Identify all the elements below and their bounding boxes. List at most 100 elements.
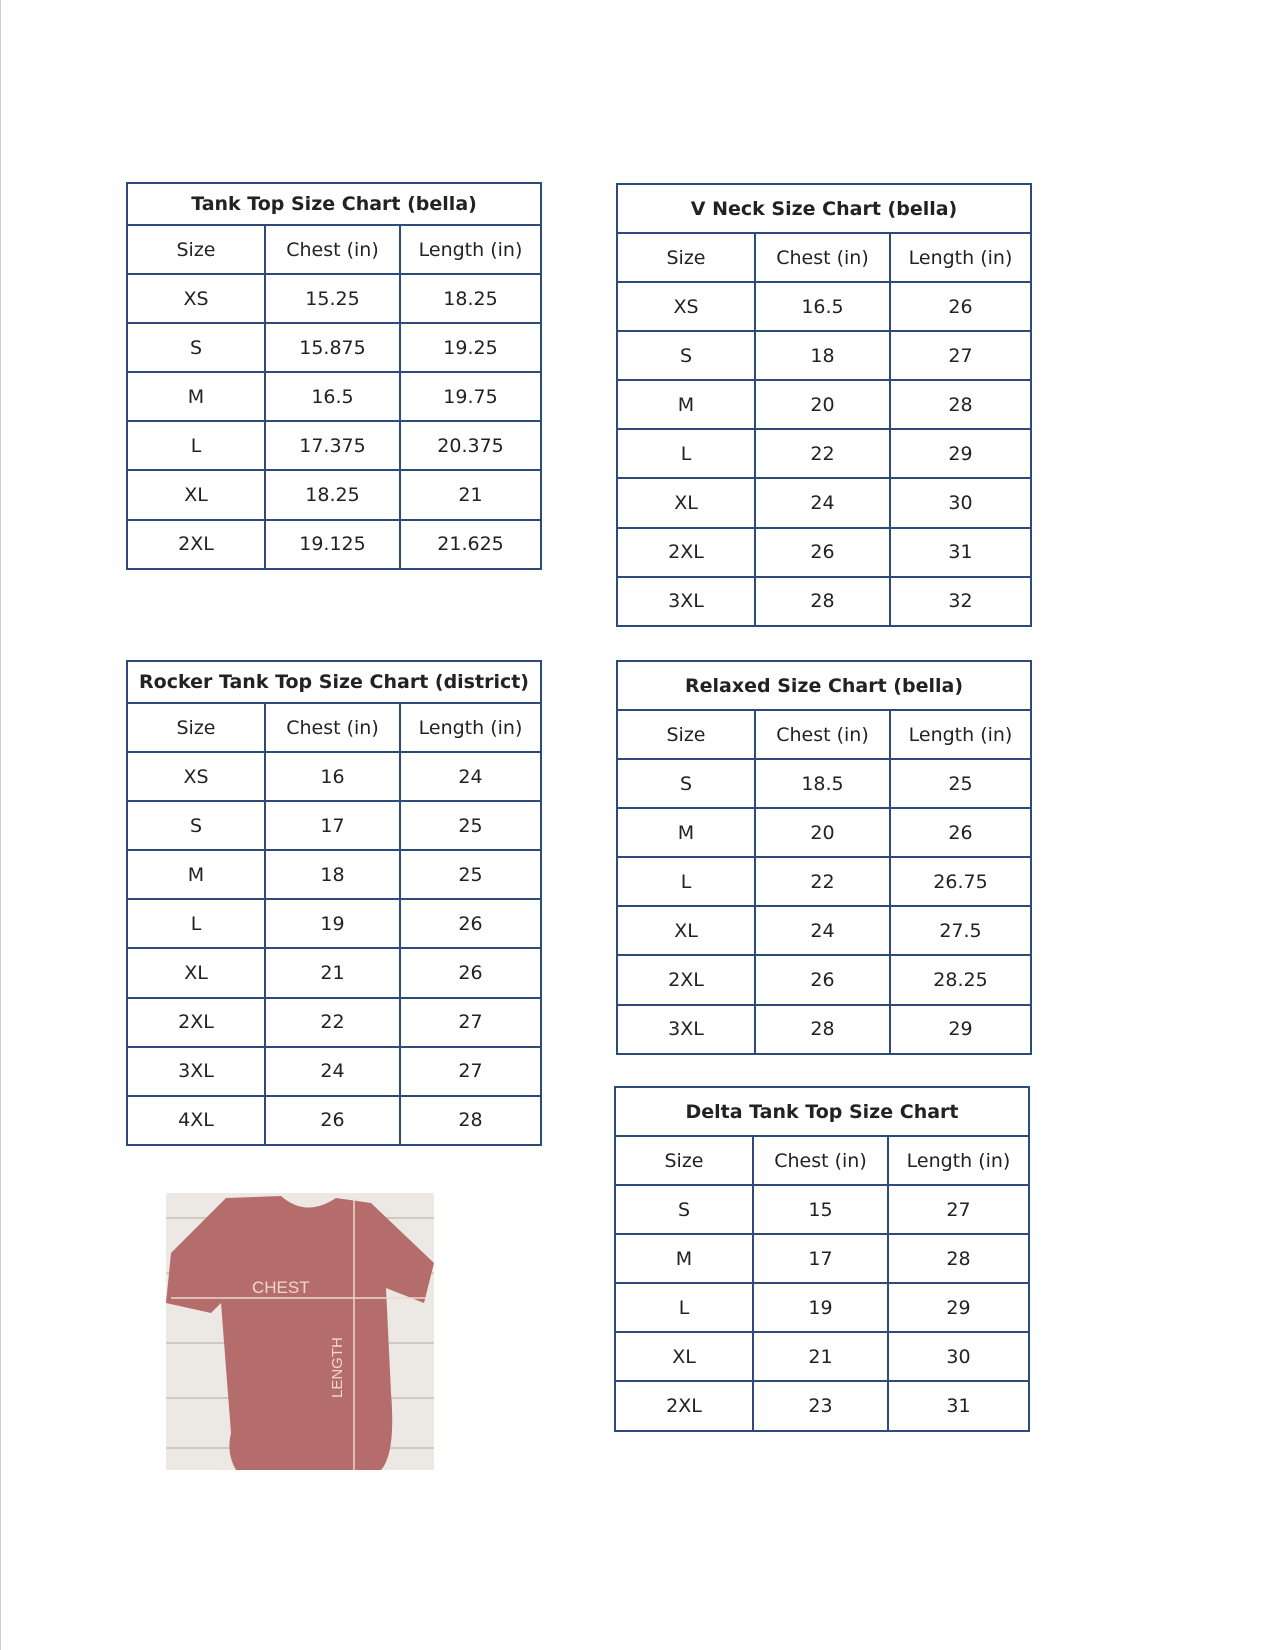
size-cell: 3XL bbox=[616, 1003, 756, 1055]
length-cell: 32 bbox=[888, 575, 1033, 627]
chest-cell: 18.25 bbox=[264, 469, 401, 521]
header-row: Size Chest (in) Length (in) bbox=[616, 231, 1033, 284]
size-cell: M bbox=[616, 379, 756, 431]
table-row: M 20 28 bbox=[616, 379, 1033, 431]
size-chart-table: Delta Tank Top Size Chart Size Chest (in) L… bbox=[614, 1086, 1030, 1432]
chest-cell: 28 bbox=[754, 575, 891, 627]
length-cell: 27 bbox=[888, 330, 1033, 382]
chest-label: CHEST bbox=[252, 1278, 310, 1297]
table-row: 2XL 26 28.25 bbox=[616, 954, 1032, 1006]
size-cell: 4XL bbox=[126, 1094, 266, 1146]
chart-title: Tank Top Size Chart (bella) bbox=[125, 182, 543, 226]
column-header: Size bbox=[616, 708, 756, 761]
length-cell: 21.625 bbox=[398, 518, 543, 570]
table-row: S 17 25 bbox=[126, 800, 543, 852]
length-cell: 26 bbox=[398, 898, 543, 950]
chest-cell: 26 bbox=[754, 954, 891, 1006]
table-row: L 19 26 bbox=[126, 898, 543, 950]
table-row: M 17 28 bbox=[614, 1233, 1030, 1285]
chest-cell: 18 bbox=[264, 849, 401, 901]
length-cell: 24 bbox=[398, 751, 543, 803]
column-header: Length (in) bbox=[889, 708, 1032, 761]
column-header: Size bbox=[616, 231, 756, 284]
size-chart-table: Relaxed Size Chart (bella) Size Chest (in)… bbox=[616, 660, 1032, 1055]
size-cell: S bbox=[126, 800, 266, 852]
chest-cell: 22 bbox=[754, 428, 891, 480]
length-cell: 29 bbox=[888, 428, 1033, 480]
table-row: XL 21 26 bbox=[126, 947, 543, 999]
table-row: 3XL 28 29 bbox=[616, 1003, 1032, 1055]
length-cell: 30 bbox=[887, 1331, 1030, 1383]
size-cell: 3XL bbox=[616, 575, 756, 627]
chest-cell: 15.875 bbox=[264, 322, 401, 374]
size-cell: M bbox=[126, 849, 266, 901]
length-cell: 26.75 bbox=[889, 856, 1032, 908]
length-cell: 30 bbox=[888, 477, 1033, 529]
column-header: Size bbox=[126, 701, 266, 754]
table-row: XL 18.25 21 bbox=[126, 469, 543, 521]
length-cell: 18.25 bbox=[398, 273, 543, 325]
chest-cell: 26 bbox=[754, 526, 891, 578]
column-header: Chest (in) bbox=[264, 701, 401, 754]
length-cell: 25 bbox=[398, 800, 543, 852]
table-row: XL 21 30 bbox=[614, 1331, 1030, 1383]
size-cell: XL bbox=[616, 905, 756, 957]
column-header: Size bbox=[126, 223, 266, 276]
chest-cell: 21 bbox=[752, 1331, 889, 1383]
length-cell: 31 bbox=[887, 1380, 1030, 1432]
chest-cell: 15.25 bbox=[264, 273, 401, 325]
length-cell: 20.375 bbox=[398, 420, 543, 472]
length-cell: 19.75 bbox=[398, 371, 543, 423]
table-row: XS 16.5 26 bbox=[616, 281, 1033, 333]
chest-cell: 17.375 bbox=[264, 420, 401, 472]
size-cell: S bbox=[616, 330, 756, 382]
table-row: 2XL 23 31 bbox=[614, 1380, 1030, 1432]
chart-title: V Neck Size Chart (bella) bbox=[615, 183, 1033, 234]
table-row: L 22 29 bbox=[616, 428, 1033, 480]
size-cell: L bbox=[126, 898, 266, 950]
size-cell: 3XL bbox=[126, 1045, 266, 1097]
header-row: Size Chest (in) Length (in) bbox=[126, 223, 543, 276]
length-cell: 21 bbox=[398, 469, 543, 521]
column-header: Length (in) bbox=[398, 701, 543, 754]
table-row: L 17.375 20.375 bbox=[126, 420, 543, 472]
table-row: S 18.5 25 bbox=[616, 758, 1032, 810]
chest-cell: 18 bbox=[754, 330, 891, 382]
length-cell: 28 bbox=[888, 379, 1033, 431]
column-header: Chest (in) bbox=[754, 708, 891, 761]
table-row: M 20 26 bbox=[616, 807, 1032, 859]
length-cell: 28 bbox=[398, 1094, 543, 1146]
table-row: L 19 29 bbox=[614, 1282, 1030, 1334]
table-row: 3XL 28 32 bbox=[616, 575, 1033, 627]
chest-cell: 26 bbox=[264, 1094, 401, 1146]
table-row: XS 15.25 18.25 bbox=[126, 273, 543, 325]
column-header: Chest (in) bbox=[754, 231, 891, 284]
size-cell: L bbox=[614, 1282, 754, 1334]
column-header: Length (in) bbox=[398, 223, 543, 276]
chest-cell: 16.5 bbox=[264, 371, 401, 423]
table-row: 4XL 26 28 bbox=[126, 1094, 543, 1146]
chest-cell: 16 bbox=[264, 751, 401, 803]
chest-cell: 24 bbox=[754, 905, 891, 957]
chart-title: Delta Tank Top Size Chart bbox=[614, 1086, 1030, 1137]
chest-cell: 22 bbox=[264, 996, 401, 1048]
length-cell: 29 bbox=[889, 1003, 1032, 1055]
table-row: 2XL 22 27 bbox=[126, 996, 543, 1048]
size-cell: XL bbox=[614, 1331, 754, 1383]
size-cell: 2XL bbox=[616, 526, 756, 578]
header-row: Size Chest (in) Length (in) bbox=[614, 1134, 1030, 1187]
size-cell: L bbox=[126, 420, 266, 472]
length-cell: 25 bbox=[889, 758, 1032, 810]
table-row: M 18 25 bbox=[126, 849, 543, 901]
length-cell: 28.25 bbox=[889, 954, 1032, 1006]
length-cell: 31 bbox=[888, 526, 1033, 578]
size-cell: S bbox=[616, 758, 756, 810]
chest-cell: 20 bbox=[754, 807, 891, 859]
chart-title: Rocker Tank Top Size Chart (district) bbox=[125, 660, 543, 704]
table-row: 3XL 24 27 bbox=[126, 1045, 543, 1097]
size-cell: 2XL bbox=[126, 518, 266, 570]
table-row: XL 24 30 bbox=[616, 477, 1033, 529]
length-cell: 29 bbox=[887, 1282, 1030, 1334]
table-row: M 16.5 19.75 bbox=[126, 371, 543, 423]
column-header: Length (in) bbox=[888, 231, 1033, 284]
